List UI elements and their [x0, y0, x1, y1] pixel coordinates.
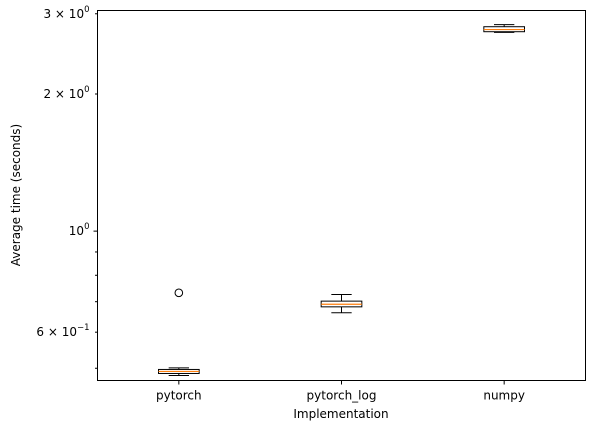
y-tick-label-base: 6 × 10 — [36, 325, 77, 339]
y-tick-label-base: 3 × 10 — [43, 7, 84, 21]
box-pytorch — [158, 288, 200, 377]
y-tick-label-exponent: 0 — [84, 222, 89, 232]
y-tick-label: 100 — [69, 222, 90, 238]
y-tick-label-base: 10 — [69, 224, 84, 238]
y-tick-label: 6 × 10−1 — [36, 323, 89, 339]
y-axis-label: Average time (seconds) — [9, 124, 23, 266]
x-axis-label: Implementation — [293, 407, 388, 421]
box-pytorch-log — [320, 293, 363, 314]
y-tick-label: 3 × 100 — [43, 5, 89, 21]
outlier-point-pytorch — [174, 288, 184, 298]
y-tick-label-exponent: 0 — [84, 5, 89, 15]
y-tick-label: 2 × 100 — [43, 85, 89, 101]
x-tick-label: pytorch — [156, 389, 202, 403]
y-tick-label-exponent: −1 — [77, 323, 90, 333]
box-numpy — [483, 24, 526, 33]
y-tick-label-base: 2 × 10 — [43, 87, 84, 101]
y-tick-label-exponent: 0 — [84, 85, 89, 95]
x-tick-label: pytorch_log — [307, 389, 377, 403]
plot-area-frame — [97, 10, 586, 381]
x-tick-label: numpy — [483, 389, 525, 403]
